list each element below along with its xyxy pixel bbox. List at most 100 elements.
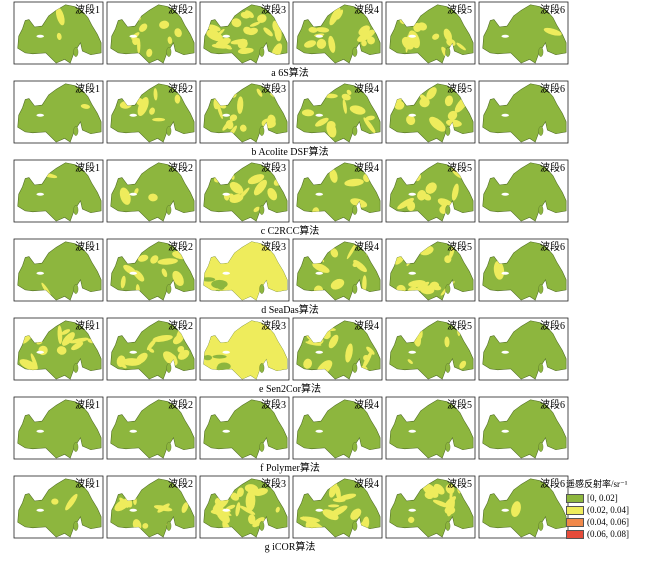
band-label: 波段6 [540,3,565,16]
map-panel: 波段3 [199,238,290,302]
lake-shape [296,162,381,222]
lake-shape [203,399,288,459]
lake-shape [482,162,567,222]
row-caption: a 6S算法 [271,68,309,79]
lake-shape [389,399,474,459]
map-panel: 波段3 [199,159,290,223]
band-label: 波段5 [447,398,472,411]
legend: 遥感反射率/sr⁻¹ [0, 0.02] (0.02, 0.04] (0.04,… [566,479,648,540]
band-label: 波段5 [447,161,472,174]
map-panel: 波段1 [13,238,104,302]
map-panel: 波段5 [385,159,476,223]
band-label: 波段2 [168,161,193,174]
reflectance-patches [399,13,466,60]
map-panel: 波段2 [106,475,197,539]
map-panel: 波段4 [292,238,383,302]
reflectance-patches [304,7,376,53]
lake-shape [110,162,195,222]
legend-label-1: (0.02, 0.04] [587,504,629,515]
lake-shape [482,83,567,143]
reflectance-patches [119,88,181,122]
map-panel: 波段4 [292,317,383,381]
reflectance-patches [493,260,505,280]
map-panel: 波段5 [385,475,476,539]
map-panel: 波段2 [106,80,197,144]
band-label: 波段6 [540,240,565,253]
lake-shape [17,83,102,143]
lake-shape [482,4,567,64]
reflectance-patches [116,324,190,369]
row-caption: f Polymer算法 [260,463,320,474]
lake-shape [482,320,567,380]
reflectance-patches [511,501,521,517]
band-label: 波段3 [261,3,286,16]
reflectance-patches [51,493,78,511]
map-panel: 波段6 [478,238,569,302]
band-label: 波段1 [75,161,100,174]
legend-item-0: [0, 0.02] [566,492,648,504]
map-panel: 波段4 [292,80,383,144]
map-panel: 波段1 [13,80,104,144]
map-panel: 波段5 [385,1,476,65]
band-label: 波段5 [447,240,472,253]
map-panel: 波段1 [13,159,104,223]
map-panel: 波段3 [199,1,290,65]
band-label: 波段1 [75,477,100,490]
map-panel: 波段6 [478,317,569,381]
legend-item-3: (0.06, 0.08] [566,528,648,540]
map-panel: 波段2 [106,396,197,460]
band-label: 波段4 [354,398,379,411]
legend-item-2: (0.04, 0.06] [566,516,648,528]
lake-shape [389,320,474,380]
lake-shape [110,4,195,64]
band-label: 波段3 [261,82,286,95]
map-panel: 波段1 [13,475,104,539]
map-panel: 波段3 [199,475,290,539]
legend-swatch-1 [566,505,584,515]
map-panel: 波段5 [385,396,476,460]
lake-shape [17,478,102,538]
band-label: 波段4 [354,3,379,16]
reflectance-patches [543,27,562,36]
legend-item-1: (0.02, 0.04] [566,504,648,516]
lake-shape [482,399,567,459]
map-panel: 波段2 [106,317,197,381]
map-panel: 波段6 [478,475,569,539]
row-caption: g iCOR算法 [264,542,316,553]
legend-swatch-2 [566,517,584,527]
band-label: 波段6 [540,161,565,174]
band-label: 波段1 [75,398,100,411]
lake-shape [110,399,195,459]
band-label: 波段3 [261,240,286,253]
legend-swatch-0 [566,493,584,503]
band-label: 波段2 [168,319,193,332]
row-caption: c C2RCC算法 [260,226,320,237]
band-label: 波段2 [168,477,193,490]
map-panel: 波段5 [385,317,476,381]
band-label: 波段3 [261,161,286,174]
band-label: 波段1 [75,240,100,253]
map-panel: 波段4 [292,396,383,460]
map-panel: 波段2 [106,238,197,302]
band-label: 波段3 [261,319,286,332]
legend-swatch-3 [566,529,584,539]
map-panel: 波段5 [385,80,476,144]
band-label: 波段6 [540,477,565,490]
band-label: 波段4 [354,82,379,95]
map-panel: 波段6 [478,396,569,460]
map-panel: 波段1 [13,396,104,460]
lake-shape [482,241,567,301]
reflectance-patches [55,7,65,41]
reflectance-patches [80,104,91,109]
band-label: 波段4 [354,240,379,253]
row-caption: d SeaDas算法 [261,305,319,316]
map-panel: 波段1 [13,1,104,65]
row-caption: b Acolite DSF算法 [251,147,329,158]
map-panel: 波段6 [478,159,569,223]
map-panel: 波段4 [292,159,383,223]
band-label: 波段5 [447,319,472,332]
band-label: 波段2 [168,398,193,411]
lake-shape [296,83,381,143]
